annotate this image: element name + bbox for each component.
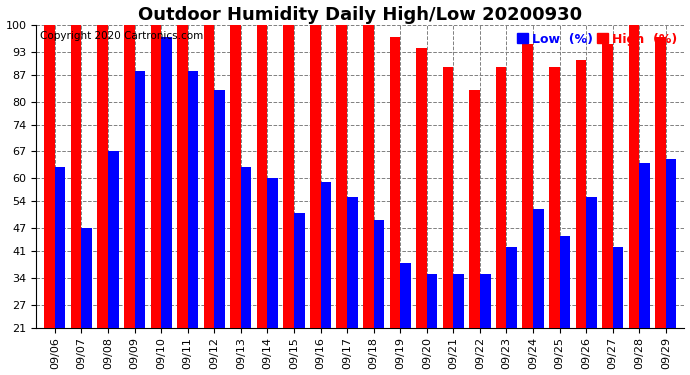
Bar [204,25,215,375]
Bar [522,44,533,375]
Bar [188,71,198,375]
Bar [347,197,357,375]
Bar [443,67,453,375]
Bar [310,25,321,375]
Bar [108,152,119,375]
Bar [284,25,294,375]
Bar [321,182,331,375]
Bar [135,71,145,375]
Bar [586,197,597,375]
Bar [506,247,517,375]
Bar [533,209,544,375]
Bar [177,25,188,375]
Bar [416,48,427,375]
Bar [602,44,613,375]
Bar [453,274,464,375]
Bar [215,90,225,375]
Bar [575,60,586,375]
Title: Outdoor Humidity Daily High/Low 20200930: Outdoor Humidity Daily High/Low 20200930 [138,6,582,24]
Bar [124,25,135,375]
Bar [374,220,384,375]
Bar [241,167,251,375]
Bar [427,274,437,375]
Bar [71,25,81,375]
Bar [469,90,480,375]
Bar [81,228,92,375]
Bar [400,262,411,375]
Bar [549,67,560,375]
Bar [390,37,400,375]
Bar [666,159,676,375]
Bar [97,25,108,375]
Bar [257,25,268,375]
Bar [613,247,623,375]
Text: Copyright 2020 Cartronics.com: Copyright 2020 Cartronics.com [39,31,203,41]
Bar [44,25,55,375]
Bar [629,25,640,375]
Bar [560,236,570,375]
Bar [230,25,241,375]
Legend: Low  (%), High  (%): Low (%), High (%) [515,32,678,47]
Bar [161,37,172,375]
Bar [55,167,66,375]
Bar [294,213,304,375]
Bar [480,274,491,375]
Bar [337,25,347,375]
Bar [496,67,506,375]
Bar [363,25,374,375]
Bar [268,178,278,375]
Bar [150,25,161,375]
Bar [640,163,650,375]
Bar [656,37,666,375]
